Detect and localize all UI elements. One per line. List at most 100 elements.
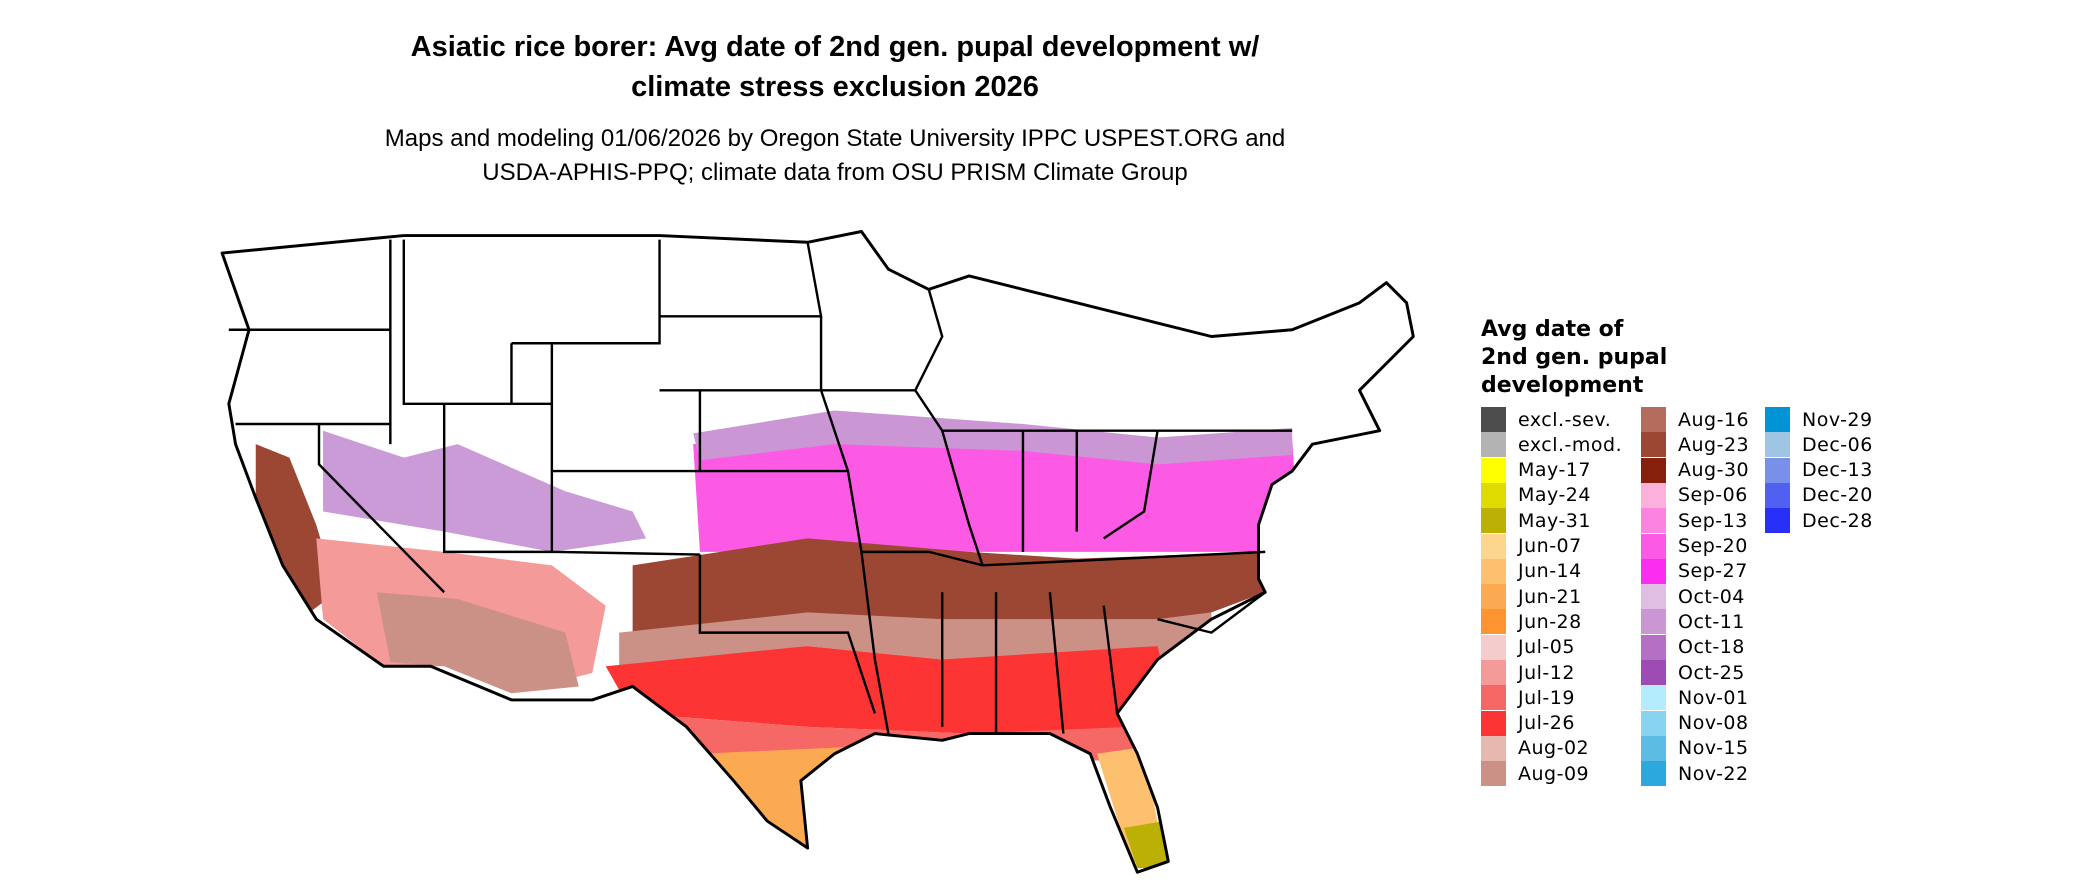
legend-label: Dec-20 bbox=[1802, 484, 1873, 507]
legend-item: Dec-20 bbox=[1765, 482, 1873, 508]
legend-label: May-31 bbox=[1518, 509, 1591, 532]
legend-item: Nov-01 bbox=[1641, 685, 1749, 711]
legend-swatch bbox=[1481, 558, 1506, 584]
legend-item: Jul-19 bbox=[1481, 685, 1575, 711]
legend-item: Dec-28 bbox=[1765, 508, 1873, 534]
legend-item: excl.-sev. bbox=[1481, 407, 1611, 432]
legend-label: Jun-21 bbox=[1518, 585, 1582, 608]
legend-item: Jun-21 bbox=[1481, 584, 1582, 610]
legend-title: Avg date of 2nd gen. pupal development bbox=[1481, 316, 1667, 400]
legend-item: Sep-13 bbox=[1641, 508, 1748, 534]
legend-title-line-3: development bbox=[1481, 373, 1644, 398]
legend-label: Dec-13 bbox=[1802, 459, 1873, 482]
legend-label: Dec-06 bbox=[1802, 433, 1873, 456]
subtitle-line-2: USDA-APHIS-PPQ; climate data from OSU PR… bbox=[482, 159, 1188, 186]
legend-swatch bbox=[1641, 508, 1666, 534]
legend-label: Aug-16 bbox=[1678, 408, 1750, 431]
legend-swatch bbox=[1481, 432, 1506, 458]
legend-label: Nov-29 bbox=[1802, 408, 1873, 431]
legend-item: Jul-26 bbox=[1481, 710, 1575, 736]
legend-swatch bbox=[1481, 482, 1506, 508]
legend-swatch bbox=[1481, 407, 1506, 432]
band-west-ca bbox=[255, 444, 337, 613]
legend-label: Aug-02 bbox=[1518, 737, 1590, 760]
legend-item: Aug-16 bbox=[1641, 407, 1749, 432]
us-outline bbox=[220, 230, 1415, 874]
legend-swatch bbox=[1481, 634, 1506, 660]
legend-item: May-24 bbox=[1481, 482, 1591, 508]
legend-item: Jun-14 bbox=[1481, 558, 1582, 584]
legend-label: Jul-12 bbox=[1518, 661, 1575, 684]
legend-item: Oct-11 bbox=[1641, 609, 1745, 635]
legend-label: Jul-26 bbox=[1518, 712, 1575, 735]
legend-swatch bbox=[1641, 710, 1666, 736]
legend-label: Sep-06 bbox=[1678, 484, 1748, 507]
legend-label: Sep-13 bbox=[1678, 509, 1748, 532]
legend-swatch bbox=[1641, 558, 1666, 584]
legend-swatch bbox=[1481, 761, 1506, 787]
map-subtitle: Maps and modeling 01/06/2026 by Oregon S… bbox=[235, 122, 1435, 190]
legend-swatch bbox=[1641, 407, 1666, 432]
state-borders bbox=[228, 239, 1293, 734]
legend-label: Jun-07 bbox=[1518, 535, 1582, 557]
legend-label: Jun-28 bbox=[1518, 610, 1582, 633]
legend-label: Jun-14 bbox=[1518, 560, 1582, 583]
legend-swatch bbox=[1641, 685, 1666, 711]
legend-label: Jul-05 bbox=[1518, 636, 1575, 659]
legend-swatch bbox=[1481, 533, 1506, 559]
band-oct bbox=[693, 410, 1293, 465]
legend-label: Nov-22 bbox=[1678, 762, 1749, 785]
title-line-2: climate stress exclusion 2026 bbox=[631, 71, 1039, 103]
legend-item: Dec-06 bbox=[1765, 432, 1873, 458]
legend-label: Sep-20 bbox=[1678, 535, 1748, 557]
legend-title-line-1: Avg date of bbox=[1481, 317, 1624, 342]
legend-item: May-17 bbox=[1481, 457, 1591, 483]
legend-item: excl.-mod. bbox=[1481, 432, 1623, 458]
legend-swatch bbox=[1641, 533, 1666, 559]
legend-item: Nov-29 bbox=[1765, 407, 1873, 432]
legend-label: Nov-01 bbox=[1678, 686, 1749, 709]
legend-swatch bbox=[1481, 584, 1506, 610]
legend-label: Nov-08 bbox=[1678, 712, 1749, 735]
legend-swatch bbox=[1481, 685, 1506, 711]
legend-item: Jun-28 bbox=[1481, 609, 1582, 635]
legend-swatch bbox=[1641, 609, 1666, 635]
band-west-az bbox=[376, 592, 579, 694]
legend-item: Sep-20 bbox=[1641, 533, 1748, 559]
legend-swatch bbox=[1641, 482, 1666, 508]
development-date-raster bbox=[255, 410, 1299, 869]
legend-swatch bbox=[1765, 407, 1790, 432]
band-west-purple bbox=[323, 430, 647, 552]
legend-swatch bbox=[1641, 660, 1666, 685]
legend-label: Nov-15 bbox=[1678, 737, 1749, 760]
legend-swatch bbox=[1641, 432, 1666, 458]
legend-swatch bbox=[1481, 660, 1506, 685]
legend-item: Jun-07 bbox=[1481, 533, 1582, 559]
legend-label: Dec-28 bbox=[1802, 509, 1873, 532]
legend-item: Oct-25 bbox=[1641, 660, 1745, 685]
legend-label: Aug-30 bbox=[1678, 459, 1750, 482]
map-title: Asiatic rice borer: Avg date of 2nd gen.… bbox=[235, 27, 1435, 107]
legend-item: Nov-08 bbox=[1641, 710, 1749, 736]
legend-item: Oct-04 bbox=[1641, 584, 1745, 610]
legend-label: Oct-25 bbox=[1678, 661, 1745, 684]
legend-label: May-24 bbox=[1518, 484, 1591, 507]
subtitle-line-1: Maps and modeling 01/06/2026 by Oregon S… bbox=[384, 125, 1286, 152]
legend-swatch bbox=[1481, 710, 1506, 736]
legend-item: Sep-06 bbox=[1641, 482, 1748, 508]
legend-swatch bbox=[1481, 609, 1506, 635]
legend-swatch bbox=[1481, 457, 1506, 483]
legend-swatch bbox=[1765, 432, 1790, 458]
legend-label: Jul-19 bbox=[1518, 686, 1575, 709]
legend-label: Oct-11 bbox=[1678, 610, 1745, 633]
legend-label: Oct-04 bbox=[1678, 585, 1745, 608]
legend-swatch bbox=[1481, 508, 1506, 534]
title-line-1: Asiatic rice borer: Avg date of 2nd gen.… bbox=[410, 31, 1260, 63]
legend-label: Sep-27 bbox=[1678, 560, 1748, 583]
legend-swatch bbox=[1765, 482, 1790, 508]
legend-item: Jul-12 bbox=[1481, 660, 1575, 685]
legend-label: excl.-mod. bbox=[1518, 433, 1623, 456]
legend-swatch bbox=[1765, 457, 1790, 483]
legend-item: Aug-09 bbox=[1481, 761, 1589, 787]
